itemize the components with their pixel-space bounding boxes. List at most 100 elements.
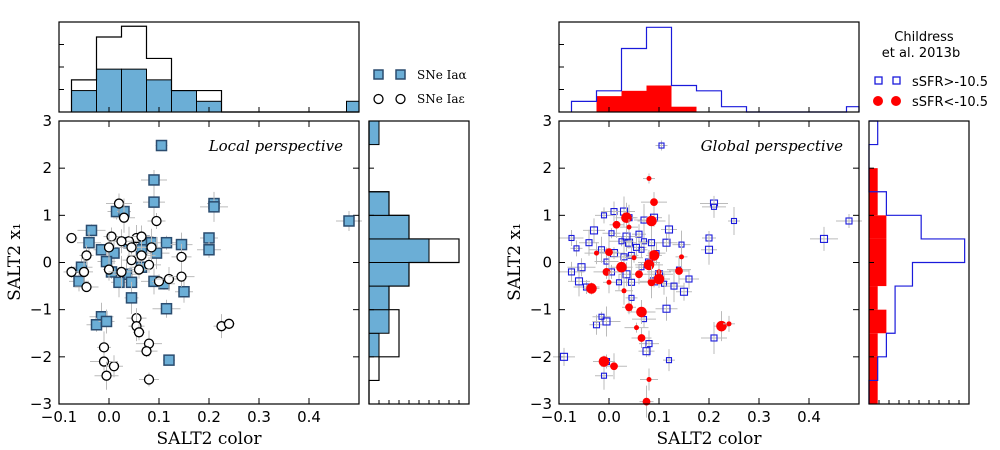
left_right_hist-panel xyxy=(368,120,470,405)
data-point-high-ssfr xyxy=(685,275,693,283)
data-point-high-ssfr xyxy=(645,340,653,348)
left_top_hist-bar xyxy=(346,100,360,113)
data-point-high-ssfr xyxy=(638,246,645,253)
data-point-high-ssfr xyxy=(679,287,689,296)
data-point-high-ssfr xyxy=(573,245,580,252)
right_right_hist-bar xyxy=(869,262,887,287)
left_right_hist-bar xyxy=(368,262,410,287)
right-ytick-label: 1 xyxy=(542,206,552,224)
right-ytick-label: −2 xyxy=(530,348,552,366)
left-ytick-label: −1 xyxy=(30,301,52,319)
right-axes-frame xyxy=(558,120,860,405)
data-point-high-ssfr xyxy=(664,225,674,234)
right-ytick-label: 3 xyxy=(542,112,552,130)
data-point-alpha xyxy=(160,302,173,315)
left_right_hist-bar xyxy=(368,191,390,216)
data-point-high-ssfr xyxy=(574,277,584,286)
data-point-high-ssfr xyxy=(642,347,651,356)
right-legend: Childress et al. 2013b sSFR>-10.5 sSFR<-… xyxy=(873,30,988,110)
left-ytick-label: 3 xyxy=(42,112,52,130)
data-point-high-ssfr xyxy=(567,268,576,276)
left-annotation: Local perspective xyxy=(208,137,343,155)
data-point-eps xyxy=(78,266,90,278)
data-point-low-ssfr xyxy=(606,279,612,285)
right_right_hist-bar xyxy=(869,215,887,239)
right-ytick-label: −3 xyxy=(530,395,552,413)
right-annotation: Global perspective xyxy=(701,137,843,155)
legend-high-ssfr-label: sSFR>-10.5 xyxy=(912,75,988,90)
left_right_hist-bar xyxy=(368,285,390,311)
data-point-eps xyxy=(103,242,115,253)
left_top_hist-panel xyxy=(58,21,360,113)
right-ytick-label: 0 xyxy=(542,254,552,272)
left-xtick-label: 0.0 xyxy=(97,408,121,426)
legend-low-ssfr-marker-2 xyxy=(891,96,901,106)
left-scatter-panel: −0.1 0.0 0.1 0.2 0.3 0.4 −3 −2 −1 0 1 2 3 xyxy=(30,112,362,426)
data-point-eps xyxy=(223,318,235,329)
left_right_hist-bar xyxy=(368,332,380,358)
data-point-alpha xyxy=(160,236,173,249)
data-point-low-ssfr xyxy=(635,270,643,279)
data-point-high-ssfr xyxy=(662,304,671,313)
data-point-low-ssfr xyxy=(626,224,632,230)
left_top_hist-bar xyxy=(171,90,197,113)
data-point-high-ssfr xyxy=(602,317,611,326)
data-point-eps xyxy=(176,271,187,282)
left_top_hist-bar xyxy=(71,90,97,113)
data-point-eps xyxy=(153,276,165,287)
right_top_hist-bar xyxy=(596,96,622,112)
data-point-alpha xyxy=(178,285,190,298)
data-point-alpha xyxy=(203,232,215,244)
data-point-high-ssfr xyxy=(845,217,853,225)
left-ytick-label: 1 xyxy=(42,206,52,224)
data-point-alpha xyxy=(163,354,175,366)
data-point-eps xyxy=(143,374,155,385)
left_right_hist-outline xyxy=(368,121,460,404)
legend-alpha-marker-1 xyxy=(373,69,384,80)
legend-low-ssfr-marker-1 xyxy=(873,96,883,106)
data-point-eps xyxy=(141,346,152,357)
data-point-low-ssfr xyxy=(679,254,684,260)
left-ytick-label: −3 xyxy=(30,395,52,413)
right_top_hist-panel xyxy=(558,21,860,113)
data-point-alpha xyxy=(148,174,160,186)
data-point-high-ssfr xyxy=(819,234,829,243)
data-point-low-ssfr xyxy=(612,220,621,229)
data-point-low-ssfr xyxy=(637,334,646,342)
legend-low-ssfr-label: sSFR<-10.5 xyxy=(912,95,988,110)
right-ylabel: SALT2 x₁ xyxy=(505,223,525,301)
data-point-low-ssfr xyxy=(653,273,665,285)
left_right_hist-bar xyxy=(368,120,380,146)
legend-high-ssfr-marker-1 xyxy=(874,76,883,85)
left-xtick-label: 0.4 xyxy=(297,408,321,426)
data-point-eps xyxy=(113,198,125,209)
data-point-eps xyxy=(81,281,92,293)
data-point-low-ssfr xyxy=(594,250,599,256)
data-point-high-ssfr xyxy=(589,226,599,235)
data-point-eps xyxy=(136,250,147,261)
left_top_hist-bar xyxy=(146,79,172,113)
data-point-low-ssfr xyxy=(726,321,732,327)
data-point-high-ssfr xyxy=(577,263,586,272)
data-point-low-ssfr xyxy=(675,267,683,275)
data-point-high-ssfr xyxy=(628,294,635,301)
data-point-low-ssfr xyxy=(621,288,627,294)
data-point-low-ssfr xyxy=(605,248,613,257)
right-xtick-label: 0.2 xyxy=(697,408,721,426)
data-point-high-ssfr xyxy=(608,230,615,237)
data-point-high-ssfr xyxy=(618,238,625,245)
data-point-low-ssfr xyxy=(598,356,610,367)
right_right_hist-bar xyxy=(869,380,878,404)
legend-alpha-label: SNe Iaα xyxy=(417,68,467,82)
left_top_hist-bar xyxy=(121,68,147,113)
right_right_hist-bar xyxy=(869,309,887,334)
legend-title-line1: Childress xyxy=(894,30,954,45)
data-point-low-ssfr xyxy=(648,250,660,261)
data-point-high-ssfr xyxy=(635,230,643,238)
data-point-eps xyxy=(81,250,92,261)
data-point-high-ssfr xyxy=(730,217,738,225)
data-point-high-ssfr xyxy=(622,232,631,241)
data-point-eps xyxy=(66,232,77,244)
data-point-high-ssfr xyxy=(665,357,673,364)
data-point-eps xyxy=(133,264,145,275)
